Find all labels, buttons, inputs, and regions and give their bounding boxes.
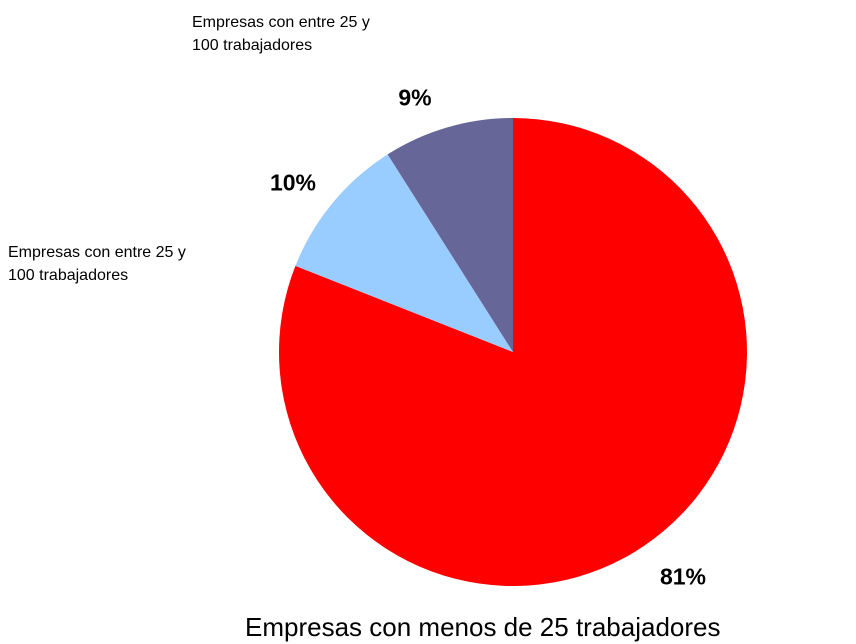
category-label: Empresas con entre 25 y 100 trabajadores [192, 14, 370, 54]
pie-slice [295, 154, 513, 352]
value-label: 81% [659, 563, 707, 590]
pie-slice [387, 118, 513, 352]
value-label: 9% [398, 84, 432, 111]
category-label: Empresas con menos de 25 trabajadores [245, 612, 721, 642]
value-label: 10% [269, 169, 317, 196]
category-label: Empresas con entre 25 y 100 trabajadores [8, 244, 186, 284]
